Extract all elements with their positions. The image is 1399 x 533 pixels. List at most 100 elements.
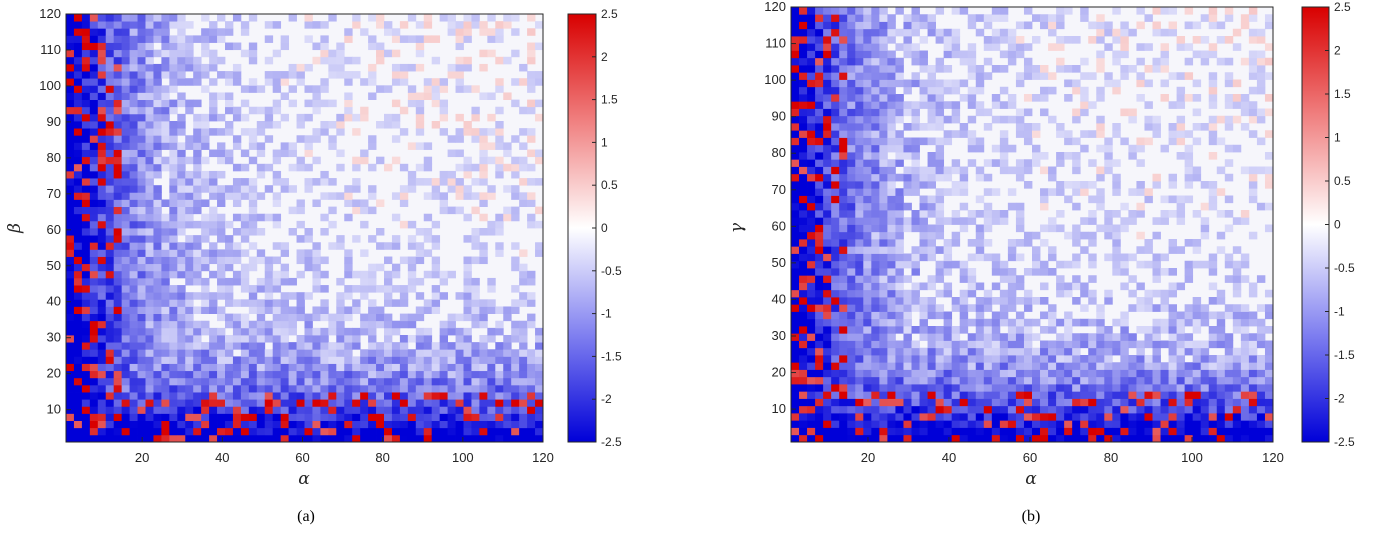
heatmap-cell bbox=[1096, 21, 1105, 30]
heatmap-cell bbox=[999, 318, 1009, 327]
heatmap-cell bbox=[831, 94, 840, 102]
heatmap-cell bbox=[209, 78, 218, 86]
heatmap-cell bbox=[1112, 173, 1121, 182]
heatmap-cell bbox=[177, 170, 186, 179]
heatmap-cell bbox=[423, 363, 433, 372]
heatmap-cell bbox=[1064, 398, 1073, 407]
x-tick-label: 40 bbox=[215, 450, 229, 465]
heatmap-cell bbox=[193, 256, 202, 265]
heatmap-cell bbox=[1136, 297, 1145, 305]
heatmap-cell bbox=[1096, 420, 1105, 428]
heatmap-cell bbox=[479, 256, 488, 265]
heatmap-cell bbox=[999, 362, 1009, 370]
heatmap-cell bbox=[471, 427, 480, 436]
heatmap-cell bbox=[407, 170, 417, 179]
heatmap-cell bbox=[312, 356, 321, 364]
heatmap-cell bbox=[169, 427, 178, 436]
heatmap-cell bbox=[1023, 268, 1033, 276]
heatmap-cell bbox=[927, 253, 936, 262]
heatmap-cell bbox=[113, 63, 123, 72]
heatmap-cell bbox=[799, 152, 808, 160]
heatmap-cell bbox=[129, 113, 138, 122]
heatmap-cell bbox=[799, 43, 808, 51]
heatmap-cell bbox=[911, 57, 920, 66]
heatmap-cell bbox=[280, 320, 289, 329]
heatmap-cell bbox=[959, 260, 969, 269]
heatmap-cell bbox=[232, 377, 242, 386]
heatmap-cell bbox=[161, 299, 170, 307]
heatmap-cell bbox=[839, 384, 848, 392]
heatmap-cell bbox=[105, 121, 115, 129]
heatmap-cell bbox=[1104, 391, 1113, 399]
heatmap-cell bbox=[66, 113, 75, 122]
heatmap-cell bbox=[903, 304, 912, 312]
heatmap-cell bbox=[831, 275, 840, 283]
heatmap-cell bbox=[296, 71, 305, 79]
heatmap-cell bbox=[407, 63, 417, 72]
heatmap-cell bbox=[1023, 326, 1033, 334]
heatmap-cell bbox=[280, 277, 289, 286]
heatmap-cell bbox=[799, 347, 808, 356]
heatmap-cell bbox=[1096, 65, 1105, 73]
heatmap-cell bbox=[943, 326, 953, 334]
heatmap-cell bbox=[1176, 195, 1186, 204]
heatmap-cell bbox=[887, 21, 896, 30]
heatmap-cell bbox=[89, 220, 99, 229]
heatmap-cell bbox=[975, 384, 985, 392]
heatmap-cell bbox=[1023, 369, 1033, 378]
heatmap-cell bbox=[791, 376, 800, 385]
heatmap-cell bbox=[495, 363, 504, 372]
heatmap-cell bbox=[1168, 239, 1177, 247]
heatmap-cell bbox=[328, 370, 337, 379]
heatmap-cell bbox=[368, 285, 377, 293]
heatmap-cell bbox=[815, 398, 824, 407]
heatmap-cell bbox=[863, 297, 872, 305]
heatmap-cell bbox=[1224, 123, 1234, 131]
heatmap-cell bbox=[1240, 275, 1250, 283]
heatmap-cell bbox=[169, 106, 178, 115]
heatmap-cell bbox=[256, 277, 266, 286]
heatmap-cell bbox=[1248, 115, 1258, 124]
heatmap-cell bbox=[177, 420, 186, 429]
heatmap-cell bbox=[1032, 398, 1041, 407]
heatmap-cell bbox=[895, 101, 904, 109]
heatmap-cell bbox=[911, 420, 920, 428]
heatmap-cell bbox=[97, 156, 107, 165]
heatmap-cell bbox=[89, 121, 99, 129]
heatmap-cell bbox=[831, 413, 840, 421]
heatmap-cell bbox=[1040, 195, 1049, 204]
heatmap-cell bbox=[975, 231, 985, 240]
heatmap-cell bbox=[193, 270, 202, 279]
heatmap-cell bbox=[959, 50, 969, 59]
heatmap-cell bbox=[815, 311, 824, 320]
heatmap-cell bbox=[360, 413, 369, 421]
heatmap-cell bbox=[1224, 115, 1234, 124]
heatmap-cell bbox=[1120, 434, 1129, 443]
heatmap-cell bbox=[1096, 369, 1105, 378]
heatmap-cell bbox=[1200, 420, 1210, 428]
heatmap-cell bbox=[97, 228, 107, 236]
heatmap-cell bbox=[927, 159, 936, 167]
heatmap-cell bbox=[201, 285, 210, 293]
heatmap-cell bbox=[991, 318, 1001, 327]
heatmap-cell bbox=[831, 355, 840, 363]
heatmap-cell bbox=[368, 370, 377, 379]
heatmap-cell bbox=[1224, 347, 1234, 356]
heatmap-cell bbox=[304, 113, 313, 122]
heatmap-cell bbox=[887, 195, 896, 204]
heatmap-cell bbox=[799, 72, 808, 80]
heatmap-cell bbox=[209, 192, 218, 200]
heatmap-cell bbox=[201, 220, 210, 229]
heatmap-cell bbox=[129, 85, 138, 93]
heatmap-cell bbox=[535, 413, 544, 421]
heatmap-cell bbox=[823, 115, 832, 124]
heatmap-cell bbox=[1152, 181, 1161, 189]
heatmap-cell bbox=[791, 159, 800, 167]
heatmap-cell bbox=[73, 163, 83, 172]
heatmap-cell bbox=[919, 362, 928, 370]
heatmap-cell bbox=[137, 399, 146, 407]
heatmap-cell bbox=[519, 349, 528, 357]
heatmap-cell bbox=[463, 377, 472, 386]
heatmap-cell bbox=[193, 142, 202, 150]
heatmap-cell bbox=[1072, 239, 1081, 247]
